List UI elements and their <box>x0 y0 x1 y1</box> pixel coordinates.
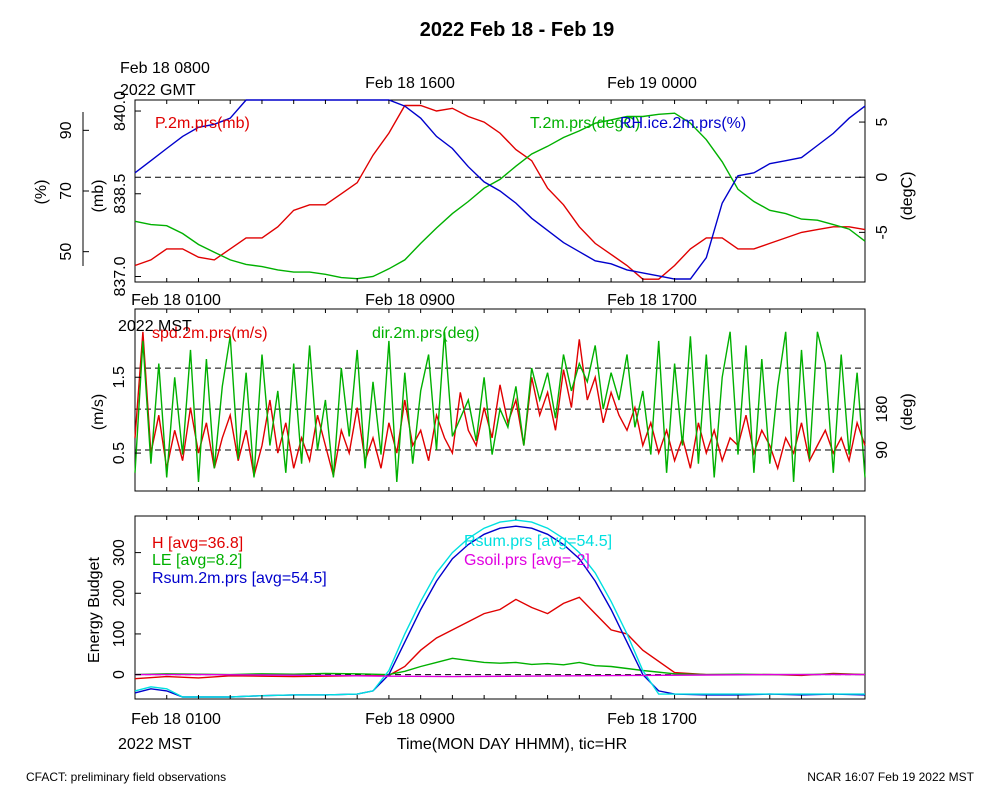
footer-left: CFACT: preliminary field observations <box>26 770 226 784</box>
p-axis-label: (mb) <box>90 180 107 213</box>
top-panel-frame <box>134 99 866 283</box>
bottom-series-line-3 <box>134 519 865 698</box>
bottom-legend-2: Rsum.2m.prs [avg=54.5] <box>152 570 327 587</box>
dir-tick-label: 180 <box>874 396 891 423</box>
bottom-legend-0: H [avg=36.8] <box>152 535 243 552</box>
t-tick-label: 5 <box>874 118 891 127</box>
middle-series-line-0 <box>134 331 866 476</box>
middle-legend-0: spd.2m.prs(m/s) <box>152 325 268 342</box>
top-legend-1: T.2m.prs(degC) <box>530 115 640 132</box>
p-tick-label: 837.0 <box>112 256 129 296</box>
rh-tick-label: 70 <box>58 182 75 200</box>
energy-axis-label: Energy Budget <box>86 557 103 663</box>
bottom-series-group <box>134 519 866 698</box>
mst-year-label-bottom: 2022 MST <box>118 736 192 753</box>
energy-tick-label: 0 <box>111 670 128 679</box>
footer-right: NCAR 16:07 Feb 19 2022 MST <box>807 770 974 784</box>
mst-year-label-middle: 2022 MST <box>118 318 192 335</box>
bottom-axes-group: H [avg=36.8]LE [avg=8.2]Rsum.2m.prs [avg… <box>86 516 866 728</box>
middle-series-line-1 <box>134 331 866 482</box>
bottom-series-line-4 <box>135 673 865 678</box>
middle-panel: spd.2m.prs(m/s) dir.2m.prs(deg) 0.5 1.5(m/s… <box>90 292 916 492</box>
top-series-line-0 <box>134 104 866 280</box>
middle-x-label-0: Feb 18 0100 <box>131 292 221 309</box>
x-axis-title: Time(MON DAY HHMM), tic=HR <box>397 736 627 753</box>
middle-x-label-2: Feb 18 1700 <box>607 292 697 309</box>
top-series-line-2 <box>134 99 866 280</box>
middle-series-group <box>134 331 866 482</box>
t-tick-label: -5 <box>874 225 891 239</box>
top-legend-0: P.2m.prs(mb) <box>155 115 250 132</box>
rh-axis-label: (%) <box>33 180 50 205</box>
p-tick-label: 840.0 <box>112 91 129 131</box>
top-x-label-0: Feb 18 1600 <box>365 75 455 92</box>
middle-legend-1: dir.2m.prs(deg) <box>372 325 480 342</box>
top-x-label-1: Feb 19 0000 <box>607 75 697 92</box>
bottom-legend-3: Rsum.prs [avg=54.5] <box>464 533 612 550</box>
top-legend-2: RH.ice.2m.prs(%) <box>620 115 746 132</box>
gmt-year-label: 2022 GMT <box>120 82 196 99</box>
energy-tick-label: 100 <box>111 620 128 647</box>
bottom-panel: H [avg=36.8]LE [avg=8.2]Rsum.2m.prs [avg… <box>86 515 866 753</box>
p-tick-label: 838.5 <box>112 174 129 214</box>
chart-title: 2022 Feb 18 - Feb 19 <box>420 19 615 41</box>
t-axis-label: (degC) <box>899 172 916 221</box>
bottom-x-label-2: Feb 18 1700 <box>607 711 697 728</box>
gmt-start-label: Feb 18 0800 <box>120 60 210 77</box>
dir-tick-label: 90 <box>874 441 891 459</box>
middle-panel-frame <box>134 308 866 492</box>
bottom-legend-4: Gsoil.prs [avg=-2] <box>464 552 590 569</box>
rh-tick-label: 50 <box>58 243 75 261</box>
t-tick-label: 0 <box>874 173 891 182</box>
spd-tick-label: 1.5 <box>111 366 128 388</box>
dir-axis-label: (deg) <box>899 393 916 430</box>
spd-tick-label: 0.5 <box>111 442 128 464</box>
energy-tick-label: 300 <box>111 539 128 566</box>
rh-tick-label: 90 <box>58 121 75 139</box>
energy-tick-label: 200 <box>111 580 128 607</box>
middle-axes-group: spd.2m.prs(m/s) dir.2m.prs(deg) 0.5 1.5(m/s… <box>90 292 916 491</box>
bottom-x-label-1: Feb 18 0900 <box>365 711 455 728</box>
spd-axis-label: (m/s) <box>90 394 107 430</box>
bottom-panel-frame <box>134 515 866 700</box>
middle-x-label-1: Feb 18 0900 <box>365 292 455 309</box>
top-series-group <box>134 99 866 280</box>
top-panel: P.2m.prs(mb) T.2m.prs(degC)RH.ice.2m.prs(… <box>33 60 916 297</box>
top-axes-group: P.2m.prs(mb) T.2m.prs(degC)RH.ice.2m.prs(… <box>33 75 916 297</box>
top-series-line-1 <box>134 112 866 280</box>
bottom-series-line-0 <box>134 596 866 680</box>
bottom-x-label-0: Feb 18 0100 <box>131 711 221 728</box>
bottom-legend-1: LE [avg=8.2] <box>152 552 242 569</box>
bottom-series-line-1 <box>134 657 866 676</box>
